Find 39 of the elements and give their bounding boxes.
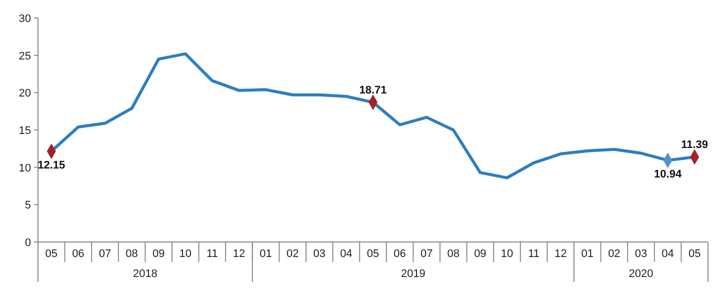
x-tick-label: 10: [500, 248, 514, 260]
x-tick-label: 08: [447, 248, 460, 260]
x-tick-label: 12: [554, 248, 567, 260]
x-tick-label: 01: [581, 248, 594, 260]
x-tick-label: 06: [394, 248, 406, 260]
x-tick-label: 09: [474, 248, 486, 260]
y-tick-label: 30: [18, 13, 31, 25]
x-tick-label: 11: [206, 248, 218, 260]
x-tick-label: 08: [126, 248, 138, 260]
x-tick-label: 03: [313, 248, 326, 260]
data-label: 11.39: [681, 138, 708, 151]
y-tick-label: 0: [24, 237, 31, 249]
x-tick-label: 03: [634, 248, 648, 260]
y-tick-label: 15: [18, 125, 31, 137]
y-tick-label: 10: [18, 162, 31, 174]
x-tick-label: 04: [662, 248, 674, 260]
data-label: 10.94: [654, 168, 682, 180]
text: 2019: [400, 268, 426, 280]
text: 2018: [132, 268, 158, 280]
x-tick-label: 04: [340, 248, 352, 260]
y-tick-label: 25: [18, 50, 31, 62]
data-label: 12.15: [38, 159, 66, 172]
x-tick-label: 11: [528, 248, 540, 260]
y-tick-label: 5: [24, 200, 31, 212]
x-tick-label: 12: [232, 248, 246, 260]
x-tick-label: 01: [260, 248, 272, 260]
x-tick-label: 05: [688, 248, 701, 260]
x-tick-label: 05: [366, 248, 380, 260]
x-tick-label: 06: [72, 248, 84, 260]
x-tick-label: 09: [152, 248, 165, 260]
x-tick-label: 02: [286, 248, 299, 260]
data-label: 18.71: [359, 84, 387, 96]
x-tick-label: 05: [45, 248, 58, 260]
x-tick-label: 10: [179, 248, 192, 260]
x-tick-label: 07: [420, 248, 433, 260]
y-tick-label: 20: [18, 88, 31, 100]
x-tick-label: 07: [98, 248, 112, 260]
x-tick-label: 02: [608, 248, 620, 260]
text: 2020: [628, 268, 654, 280]
